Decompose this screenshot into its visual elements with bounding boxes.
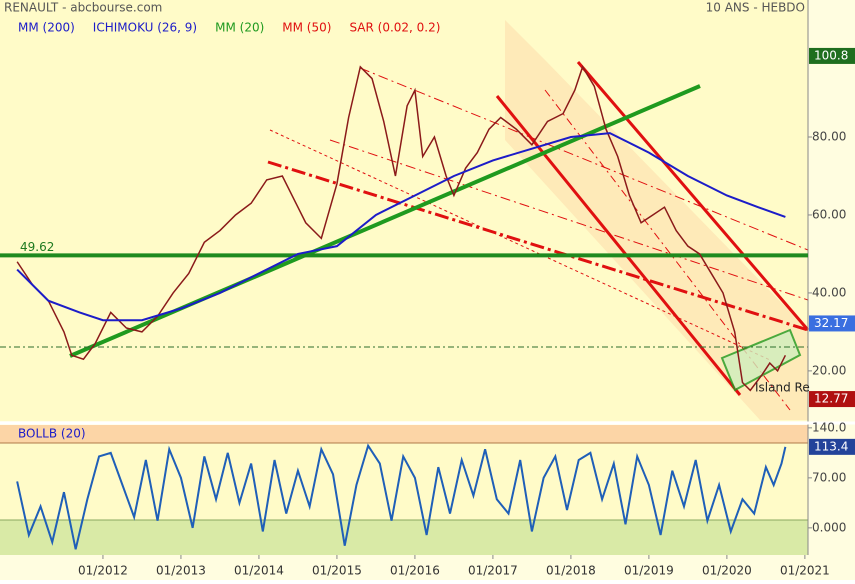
overbought-band <box>0 425 808 443</box>
legend-entry: MM (200) <box>18 21 75 35</box>
y-tick-label: 0.000 <box>812 520 846 534</box>
channel-shade <box>505 20 808 420</box>
legend-entry: MM (50) <box>282 21 331 35</box>
price-label-box <box>809 315 855 332</box>
x-tick-label: 01/2021 <box>780 564 830 578</box>
oversold-band <box>0 520 808 555</box>
trendlines <box>267 61 810 411</box>
x-tick-label: 01/2015 <box>312 564 362 578</box>
x-tick-label: 01/2014 <box>234 564 284 578</box>
y-tick-label: 80.00 <box>812 130 846 144</box>
legend-entry: SAR (0.02, 0.2) <box>349 21 440 35</box>
y-tick-label: 20.00 <box>812 363 846 377</box>
y-tick-label: 40.00 <box>812 285 846 299</box>
legend-entry: ICHIMOKU (26, 9) <box>93 21 197 35</box>
y-tick-label: 140.0 <box>812 420 846 434</box>
series-line <box>16 132 786 322</box>
price-label: 100.8 <box>814 48 848 62</box>
x-tick-label: 01/2017 <box>468 564 518 578</box>
series-line <box>16 443 787 550</box>
y-tick-label: 70.00 <box>812 470 846 484</box>
price-label-box <box>809 47 855 64</box>
chart-subtitle: 10 ANS - HEBDO <box>706 1 805 15</box>
x-tick-label: 01/2018 <box>546 564 596 578</box>
x-tick-label: 01/2013 <box>156 564 206 578</box>
legend-entry: MM (20) <box>215 21 264 35</box>
y-tick-label: 60.00 <box>812 207 846 221</box>
price-label: 12.77 <box>814 392 848 406</box>
last-value-label: 113.4 <box>814 439 848 453</box>
x-tick-label: 01/2012 <box>78 564 128 578</box>
price-line <box>16 65 787 392</box>
level-label: 49.62 <box>20 240 54 254</box>
price-label-box <box>809 391 855 408</box>
last-value-box <box>809 438 855 455</box>
x-tick-label: 01/2019 <box>624 564 674 578</box>
price-label: 32.17 <box>814 316 848 330</box>
annotation: Island Re <box>755 381 810 395</box>
x-tick-label: 01/2016 <box>390 564 440 578</box>
panel-title: BOLLB (20) <box>18 427 86 441</box>
x-tick-label: 01/2020 <box>702 564 752 578</box>
chart-title: RENAULT - abcbourse.com <box>4 1 162 15</box>
